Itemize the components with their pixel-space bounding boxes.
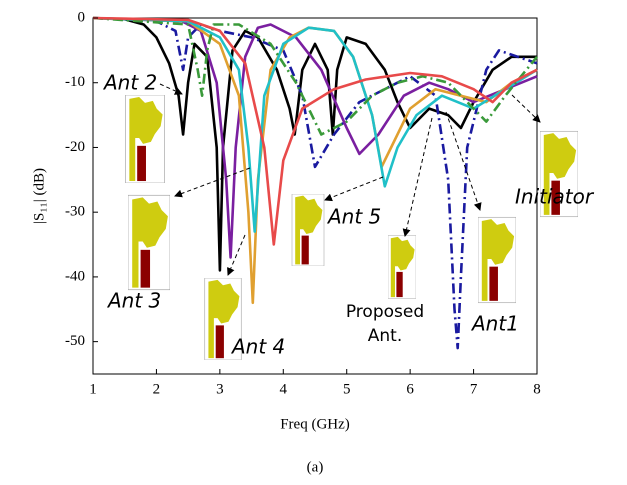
annotation-arrows (159, 83, 541, 276)
x-tick-label: 1 (89, 381, 97, 397)
series-line (92, 16, 538, 246)
series-line (92, 16, 538, 350)
y-tick-label: -40 (65, 268, 85, 284)
caption: (a) (307, 459, 324, 475)
y-tick-label: 0 (78, 9, 86, 25)
series-label: Ant 3 (106, 289, 161, 313)
series-label: Ant 5 (326, 205, 381, 229)
x-tick-label: 5 (343, 381, 351, 397)
series-label: Ant 4 (230, 335, 285, 359)
series-label: Initiator (515, 185, 595, 209)
proposed-label: Proposed Ant. (345, 302, 425, 346)
x-tick-label: 6 (406, 381, 414, 397)
y-tick-label: -20 (65, 139, 85, 155)
series-line (92, 16, 539, 136)
y-tick-label: -50 (65, 333, 85, 349)
y-tick-label: -10 (65, 74, 85, 90)
x-axis-label: Freq (GHz) (280, 416, 350, 432)
y-tick-label: -30 (65, 204, 85, 220)
x-tick-label: 7 (470, 381, 478, 397)
series-label: Ant1 (470, 312, 519, 336)
series-line (92, 16, 538, 259)
x-tick-label: 3 (216, 381, 224, 397)
plot-frame (92, 17, 538, 375)
x-tick-label: 4 (280, 381, 288, 397)
y-axis-label: |S₁₁| (dB) (31, 168, 47, 224)
series-line (92, 16, 537, 272)
series-line (92, 16, 538, 233)
x-tick-label: 2 (153, 381, 161, 397)
x-tick-label: 8 (533, 381, 541, 397)
series-label: Ant 2 (102, 71, 157, 95)
